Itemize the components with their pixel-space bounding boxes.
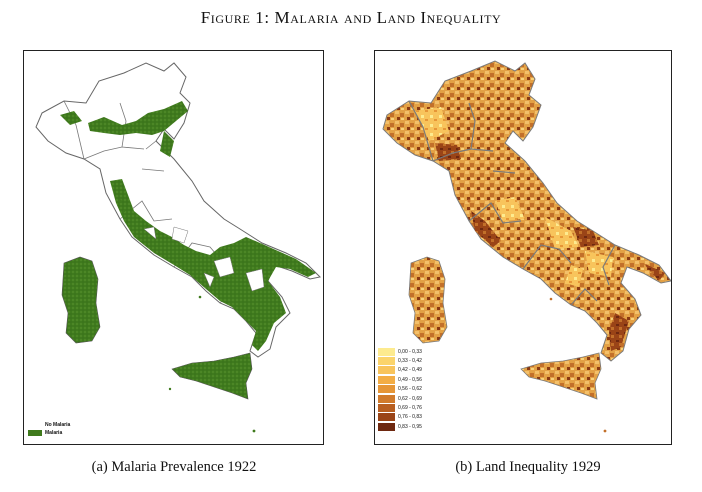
legend-swatch-4 [378,385,395,394]
legend-swatch-no-malaria [28,422,42,428]
legend-swatch-8 [378,422,395,431]
region-boundaries-b [408,100,616,306]
legend-swatch-3 [378,375,395,384]
legend-swatch-6 [378,404,395,413]
legend-swatch-malaria [28,430,42,436]
land-inequality-map [382,60,671,433]
legend-item-malaria: Malaria [28,429,70,437]
legend-item-6: 0,69 - 0,76 [378,403,422,413]
sardinia [61,256,101,344]
malaria-legend: No Malaria Malaria [28,421,70,437]
legend-item-7: 0,76 - 0,83 [378,413,422,422]
legend-item-2: 0,42 - 0,49 [378,366,422,375]
malaria-po-valley [60,101,188,157]
malaria-map [35,62,322,433]
malaria-map-panel: No Malaria Malaria [23,50,324,445]
legend-swatch-7 [378,413,395,422]
light-zones [415,107,613,287]
legend-swatch-1 [378,357,395,366]
caption-land-inequality: (b) Land Inequality 1929 [455,459,601,475]
legend-item-3: 0,49 - 0,56 [378,375,422,384]
legend-swatch-0 [378,347,395,356]
sicily [171,352,253,400]
malaria-central-south [110,179,316,351]
legend-item-8: 0,83 - 0,95 [378,422,422,431]
land-inequality-legend: 0,00 - 0,33 0,33 - 0,42 0,42 - 0,49 0,49… [378,347,422,432]
small-islands [118,199,256,433]
legend-item-no-malaria: No Malaria [28,421,70,429]
figure-title: Figure 1: Malaria and Land Inequality [200,8,502,27]
legend-swatch-2 [378,366,395,375]
legend-item-5: 0,62 - 0,69 [378,394,422,403]
legend-item-0: 0,00 - 0,33 [378,347,422,356]
small-islands-b [467,199,607,433]
land-inequality-map-panel: 0,00 - 0,33 0,33 - 0,42 0,42 - 0,49 0,49… [374,50,672,445]
legend-item-1: 0,33 - 0,42 [378,356,422,366]
italy-mainland [382,60,671,362]
non-malaria-gaps [143,226,265,292]
sardinia-b [408,256,448,344]
sicily-b [520,352,602,400]
legend-swatch-5 [378,394,395,403]
caption-malaria-prevalence: (a) Malaria Prevalence 1922 [91,459,257,475]
legend-item-4: 0,56 - 0,62 [378,385,422,394]
